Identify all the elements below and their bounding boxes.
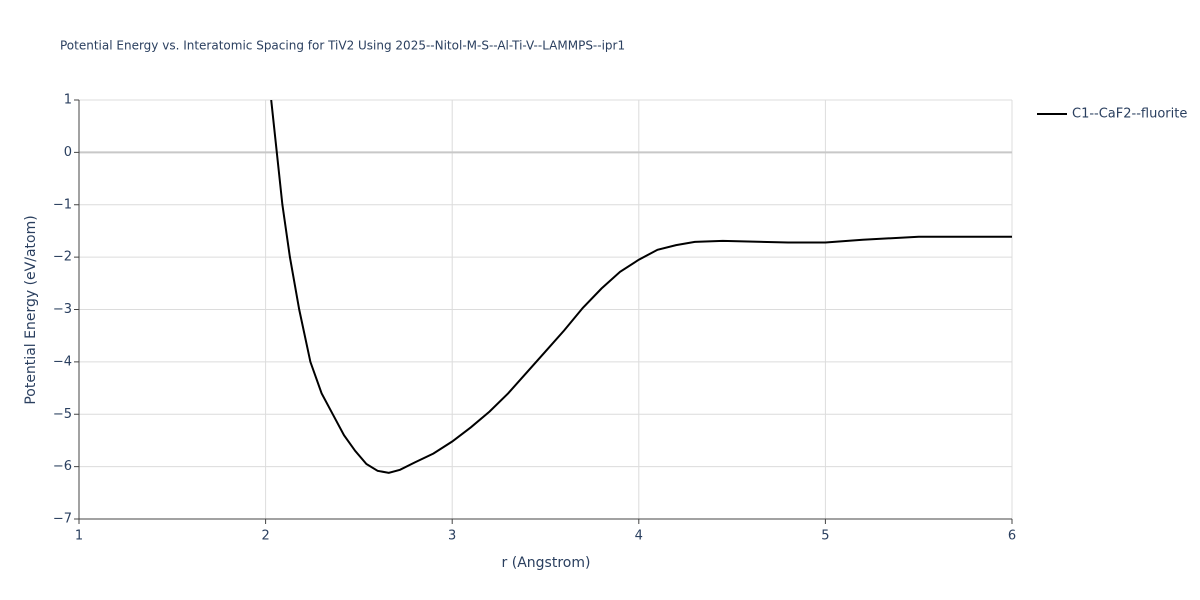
y-tick-label: −2 [53,250,72,265]
y-tick-label: −7 [53,512,72,527]
y-tick-label: −4 [53,354,72,369]
y-tick-label: −6 [53,459,72,474]
x-tick-label: 6 [1008,529,1016,544]
y-tick-label: 1 [64,93,72,108]
legend-label: C1--CaF2--fluorite [1072,107,1187,122]
x-axis-label: r (Angstrom) [502,555,591,571]
y-axis-label: Potential Energy (eV/atom) [23,215,39,404]
y-tick-label: −5 [53,407,72,422]
data-line [270,100,1012,474]
y-tick-label: 0 [64,145,72,160]
x-tick-label: 4 [635,529,643,544]
y-tick-label: −3 [53,302,72,317]
y-tick-label: −1 [53,197,72,212]
x-tick-label: 5 [821,529,829,544]
x-tick-label: 3 [448,529,456,544]
chart-title: Potential Energy vs. Interatomic Spacing… [60,39,625,53]
x-tick-label: 2 [261,529,269,544]
x-tick-label: 1 [75,529,83,544]
